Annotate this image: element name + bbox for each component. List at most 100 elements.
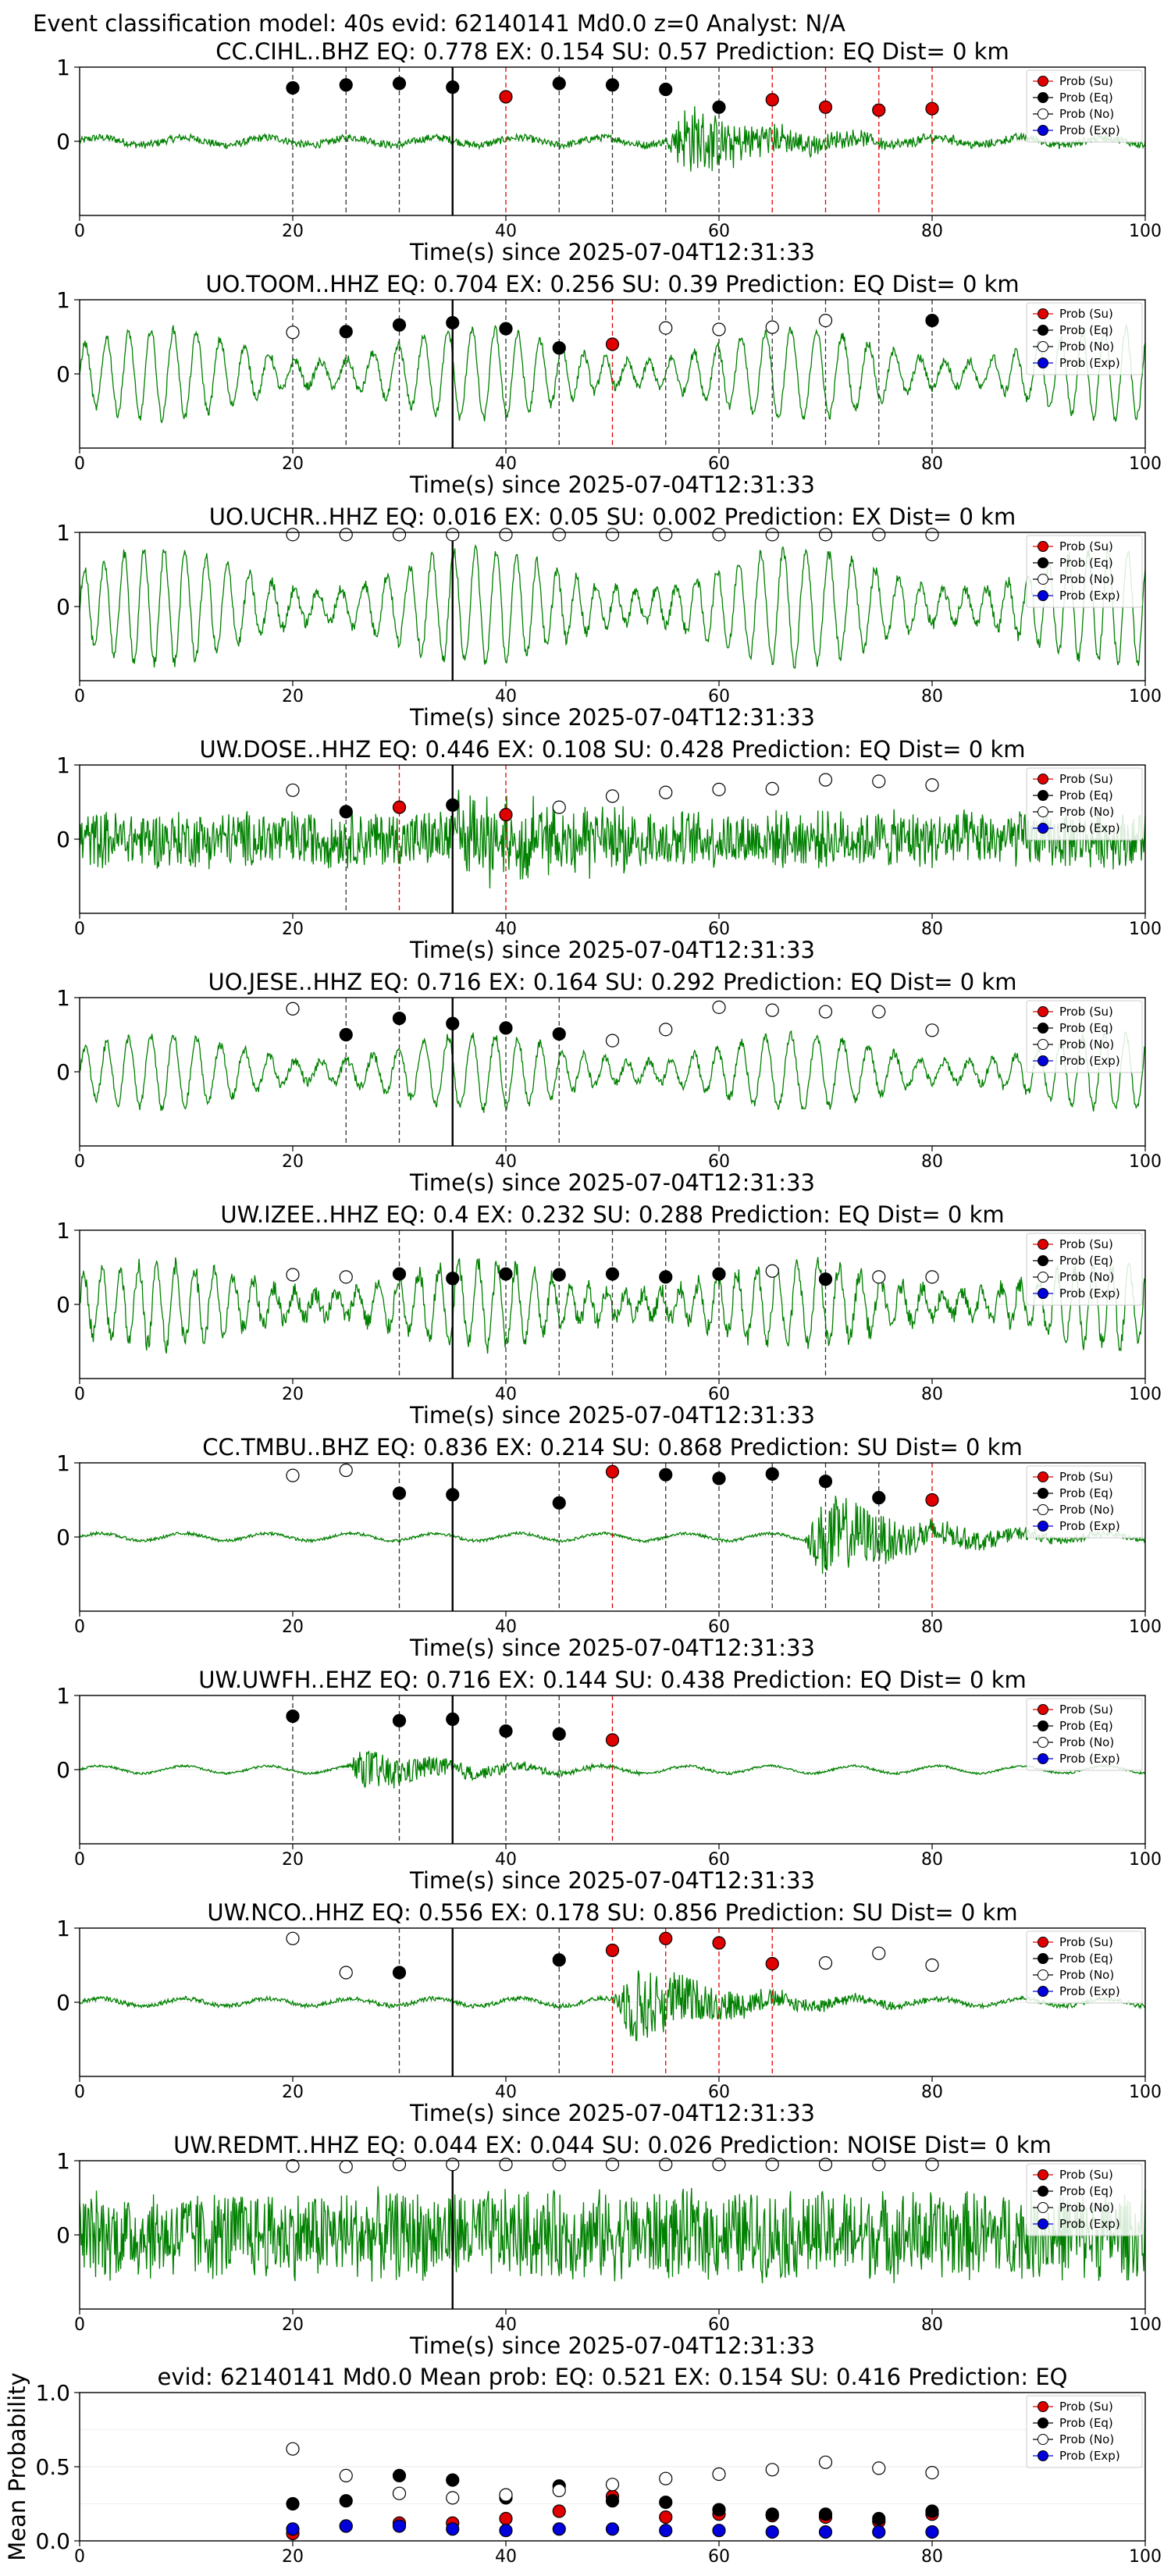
x-tick-label: 60 (708, 2547, 730, 2567)
legend-marker-no (1038, 2434, 1048, 2445)
x-tick-label: 20 (282, 1617, 304, 1637)
prob-point-su (499, 90, 513, 104)
legend-marker-no (1038, 806, 1048, 817)
x-tick-label: 40 (495, 454, 517, 474)
x-tick-label: 100 (1129, 687, 1162, 706)
x-axis-label: Time(s) since 2025-07-04T12:31:33 (409, 1402, 815, 1429)
legend-marker-exp (1038, 590, 1048, 601)
mean-point-no (712, 2467, 726, 2482)
mean-point-exp (605, 2522, 620, 2536)
legend-label: Prob (Eq) (1059, 556, 1113, 570)
prob-point-no (818, 1005, 833, 1019)
prob-point-su (818, 100, 833, 114)
mean-point-exp (712, 2524, 726, 2538)
chart-panel-UO.JESE..HHZ: UO.JESE..HHZ EQ: 0.716 EX: 0.164 SU: 0.2… (56, 969, 1162, 1196)
legend-label: Prob (Exp) (1059, 123, 1120, 137)
x-tick-label: 80 (921, 920, 943, 939)
y-tick-label: 1.0 (35, 2380, 70, 2406)
prob-point-eq (712, 1267, 726, 1281)
mean-point-no (605, 2478, 620, 2492)
prob-point-eq (605, 78, 620, 92)
prob-point-eq (446, 315, 460, 330)
x-tick-label: 40 (495, 2315, 517, 2335)
mean-point-no (925, 2466, 939, 2480)
prob-point-no (712, 1000, 726, 1014)
prob-point-no (659, 785, 673, 799)
x-axis-label: Time(s) since 2025-07-04T12:31:33 (409, 1169, 815, 1196)
legend-label: Prob (Su) (1059, 772, 1113, 786)
legend-label: Prob (Su) (1059, 1237, 1113, 1251)
legend-marker-no (1038, 109, 1048, 119)
mean-point-su (499, 2511, 513, 2526)
mean-point-eq (925, 2504, 939, 2518)
legend-marker-eq (1038, 2418, 1048, 2428)
panel-title: UO.TOOM..HHZ EQ: 0.704 EX: 0.256 SU: 0.3… (205, 271, 1019, 297)
y-tick-label: 0 (56, 594, 70, 620)
legend-label: Prob (Eq) (1059, 2184, 1113, 2198)
legend-marker-exp (1038, 1055, 1048, 1066)
x-tick-label: 20 (282, 2547, 304, 2567)
legend-marker-eq (1038, 557, 1048, 568)
legend-label: Prob (Eq) (1059, 91, 1113, 105)
prob-point-no (712, 2158, 726, 2172)
y-tick-label: 0 (56, 1059, 70, 1085)
legend-marker-eq (1038, 1953, 1048, 1964)
x-tick-label: 80 (921, 2083, 943, 2102)
mean-point-no (286, 2442, 300, 2456)
legend-label: Prob (Eq) (1059, 788, 1113, 802)
x-tick-label: 0 (74, 222, 85, 241)
legend-marker-su (1038, 1704, 1048, 1715)
legend-box (1026, 535, 1143, 608)
prob-point-no (659, 2158, 673, 2172)
legend-marker-su (1038, 308, 1048, 319)
legend-label: Prob (Exp) (1059, 2449, 1120, 2463)
legend-marker-eq (1038, 2186, 1048, 2197)
prob-point-eq (446, 1016, 460, 1030)
legend-label: Prob (Su) (1059, 307, 1113, 321)
x-tick-label: 20 (282, 1850, 304, 1870)
legend-marker-exp (1038, 2218, 1048, 2229)
x-tick-label: 40 (495, 222, 517, 241)
prob-point-no (712, 782, 726, 796)
prob-point-no (925, 1023, 939, 1037)
prob-point-eq (499, 1267, 513, 1281)
prob-point-no (818, 2158, 833, 2172)
prob-point-eq (818, 1475, 833, 1489)
x-tick-label: 80 (921, 687, 943, 706)
prob-point-no (925, 778, 939, 792)
legend-label: Prob (No) (1059, 1735, 1114, 1749)
panel-title: UW.UWFH..EHZ EQ: 0.716 EX: 0.144 SU: 0.4… (198, 1667, 1027, 1693)
mean-point-exp (659, 2524, 673, 2538)
panel-title: CC.TMBU..BHZ EQ: 0.836 EX: 0.214 SU: 0.8… (202, 1434, 1022, 1461)
prob-point-no (925, 2158, 939, 2172)
mean-point-exp (499, 2524, 513, 2538)
prob-point-eq (712, 100, 726, 114)
prob-point-eq (446, 80, 460, 94)
x-tick-label: 40 (495, 1850, 517, 1870)
prob-point-su (765, 93, 779, 107)
prob-point-no (339, 1270, 353, 1284)
y-tick-label: 0 (56, 1525, 70, 1550)
legend-marker-no (1038, 2202, 1048, 2213)
x-axis-label: Time(s) since 2025-07-04T12:31:33 (409, 704, 815, 731)
prob-point-no (872, 1005, 886, 1019)
prob-point-no (872, 2158, 886, 2172)
legend-box (1026, 1930, 1143, 2004)
mean-point-exp (339, 2519, 353, 2533)
x-tick-label: 60 (708, 222, 730, 241)
mean-point-eq (765, 2507, 779, 2521)
x-tick-label: 60 (708, 2083, 730, 2102)
x-tick-label: 80 (921, 222, 943, 241)
chart-panel-CC.CIHL..BHZ: CC.CIHL..BHZ EQ: 0.778 EX: 0.154 SU: 0.5… (56, 38, 1162, 265)
prob-point-eq (659, 82, 673, 97)
y-tick-label: 0.5 (35, 2454, 70, 2480)
x-tick-label: 60 (708, 920, 730, 939)
legend-label: Prob (Exp) (1059, 1286, 1120, 1300)
legend-label: Prob (No) (1059, 1270, 1114, 1284)
y-tick-label: 1 (56, 985, 70, 1011)
prob-point-no (605, 528, 620, 542)
mean-point-exp (552, 2522, 566, 2536)
x-tick-label: 100 (1129, 1617, 1162, 1637)
legend-marker-eq (1038, 1488, 1048, 1499)
